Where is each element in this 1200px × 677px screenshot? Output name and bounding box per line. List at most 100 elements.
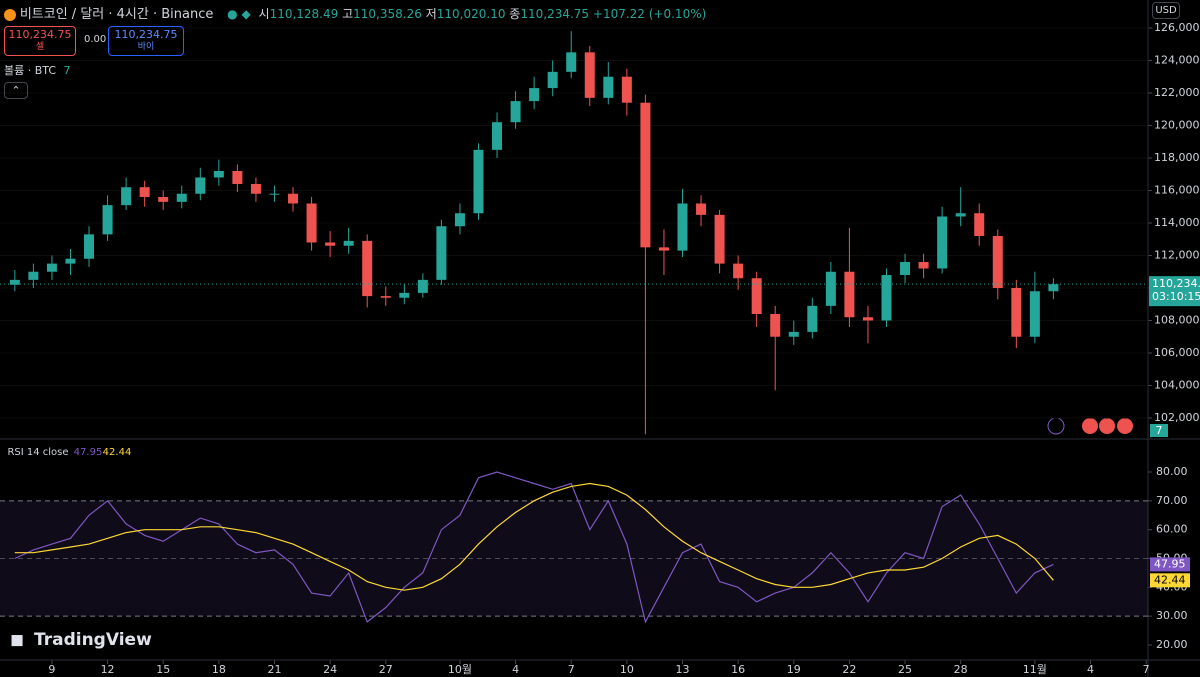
buy-price: 110,234.75 xyxy=(114,28,178,41)
candle-body xyxy=(621,76,632,103)
x-tick-label: 13 xyxy=(675,663,689,676)
volume-axis-badge xyxy=(1150,424,1168,437)
candle-body xyxy=(955,213,966,217)
candle-body xyxy=(417,279,428,293)
ohlc-low: 110,020.10 xyxy=(436,7,506,21)
y-tick-label: 30.00 xyxy=(1156,609,1188,622)
rsi-line xyxy=(14,482,1054,591)
volume-title: 볼륨 · BTC xyxy=(4,64,57,77)
x-tick-label: 11월 xyxy=(1023,663,1047,676)
candle-body xyxy=(399,292,410,298)
candle-body xyxy=(733,263,744,279)
x-tick-label: 21 xyxy=(267,663,281,676)
candle-body xyxy=(992,235,1003,288)
ohlc-high: 110,358.26 xyxy=(353,7,422,21)
candle-body xyxy=(529,88,540,102)
candle-body xyxy=(46,263,57,272)
candle-body xyxy=(288,193,299,204)
candle-body xyxy=(844,271,855,318)
x-tick-label: 10월 xyxy=(448,663,472,676)
candle-body xyxy=(269,193,280,195)
candle-body xyxy=(584,52,595,98)
countdown: 03:10:15 xyxy=(1152,290,1200,303)
x-tick-label: 9 xyxy=(48,663,55,676)
candle-body xyxy=(547,71,558,89)
y-tick-label: 118,000.00 xyxy=(1154,151,1200,164)
value-badge xyxy=(1150,557,1190,572)
x-tick-label: 16 xyxy=(731,663,745,676)
currency[interactable]: USD xyxy=(1152,2,1180,19)
candle-body xyxy=(139,187,150,197)
candle-body xyxy=(343,240,354,246)
y-tick-label: 104,000.00 xyxy=(1154,379,1200,392)
collapse-button[interactable]: ⌃ xyxy=(4,82,28,99)
volume-legend: 볼륨 · BTC 7 xyxy=(4,62,71,78)
rsi-title: RSI 14 close xyxy=(7,447,68,458)
value-badge-label: 47.95 xyxy=(1154,557,1186,570)
brand-logo: ◼ xyxy=(10,630,24,650)
x-tick-label: 12 xyxy=(101,663,115,676)
value-badge xyxy=(1150,573,1190,588)
event-flag[interactable] xyxy=(1099,418,1115,434)
x-tick-label: 28 xyxy=(954,663,968,676)
candle-body xyxy=(250,183,261,194)
buy-button[interactable]: 110,234.75 바이 xyxy=(108,26,184,56)
y-tick-label: 124,000.00 xyxy=(1154,53,1200,66)
status-dot: ● ◆ xyxy=(227,7,251,21)
sell-label: 셀 xyxy=(35,42,45,52)
y-tick-label: 80.00 xyxy=(1156,465,1188,478)
y-tick-label: 70.00 xyxy=(1156,494,1188,507)
candle-body xyxy=(770,313,781,337)
candle-body xyxy=(436,226,447,280)
x-tick-label: 19 xyxy=(787,663,801,676)
x-tick-label: 25 xyxy=(898,663,912,676)
candle-body xyxy=(862,317,873,321)
y-tick-label: 126,000.00 xyxy=(1154,21,1200,34)
change: +107.22 (+0.10%) xyxy=(592,7,707,21)
x-tick-label: 4 xyxy=(512,663,519,676)
last-price-box xyxy=(1149,276,1200,307)
y-tick-label: 122,000.00 xyxy=(1154,86,1200,99)
candle-body xyxy=(195,177,206,194)
x-tick-label: 27 xyxy=(379,663,393,676)
candle-body xyxy=(1011,287,1022,337)
ohlc-close-label: 종 xyxy=(509,7,521,21)
candle-body xyxy=(84,234,95,259)
candle-body xyxy=(566,52,577,72)
header: 비트코인 / 달러 · 4시간 · Binance ● ◆ 시110,128.4… xyxy=(4,3,706,22)
x-tick-label: 22 xyxy=(842,663,856,676)
volume-axis-value: 7 xyxy=(1156,424,1163,437)
ohlc-open: 110,128.49 xyxy=(269,7,339,21)
ohlc-high-label: 고 xyxy=(342,7,354,21)
candle-body xyxy=(714,214,725,264)
y-tick-label: 106,000.00 xyxy=(1154,346,1200,359)
candle-body xyxy=(603,76,614,98)
x-tick-label: 7 xyxy=(1143,663,1150,676)
value-badge-label: 42.44 xyxy=(1154,573,1186,586)
brand: TradingView xyxy=(34,630,152,650)
candle-body xyxy=(158,196,169,202)
last-price-label: 110,234.75 xyxy=(1152,277,1200,290)
event-flag[interactable] xyxy=(1082,418,1098,434)
candle-body xyxy=(213,170,224,178)
x-tick-label: 15 xyxy=(156,663,170,676)
event-flag[interactable] xyxy=(1117,418,1133,434)
candle-body xyxy=(751,278,762,314)
candle-body xyxy=(232,170,243,184)
rsi-ma-legend-value: 42.44 xyxy=(103,447,132,458)
candle-body xyxy=(825,271,836,306)
candle-body xyxy=(9,279,20,285)
buy-label: 바이 xyxy=(137,42,155,52)
sell-button[interactable]: 110,234.75 셀 xyxy=(4,26,76,56)
candle-body xyxy=(102,205,113,235)
y-tick-label: 60.00 xyxy=(1156,523,1188,536)
candle-body xyxy=(1029,291,1040,337)
y-tick-label: 112,000.00 xyxy=(1154,248,1200,261)
candle-body xyxy=(974,213,985,236)
y-tick-label: 102,000.00 xyxy=(1154,411,1200,424)
y-tick-label: 108,000.00 xyxy=(1154,313,1200,326)
candle-body xyxy=(454,213,465,227)
